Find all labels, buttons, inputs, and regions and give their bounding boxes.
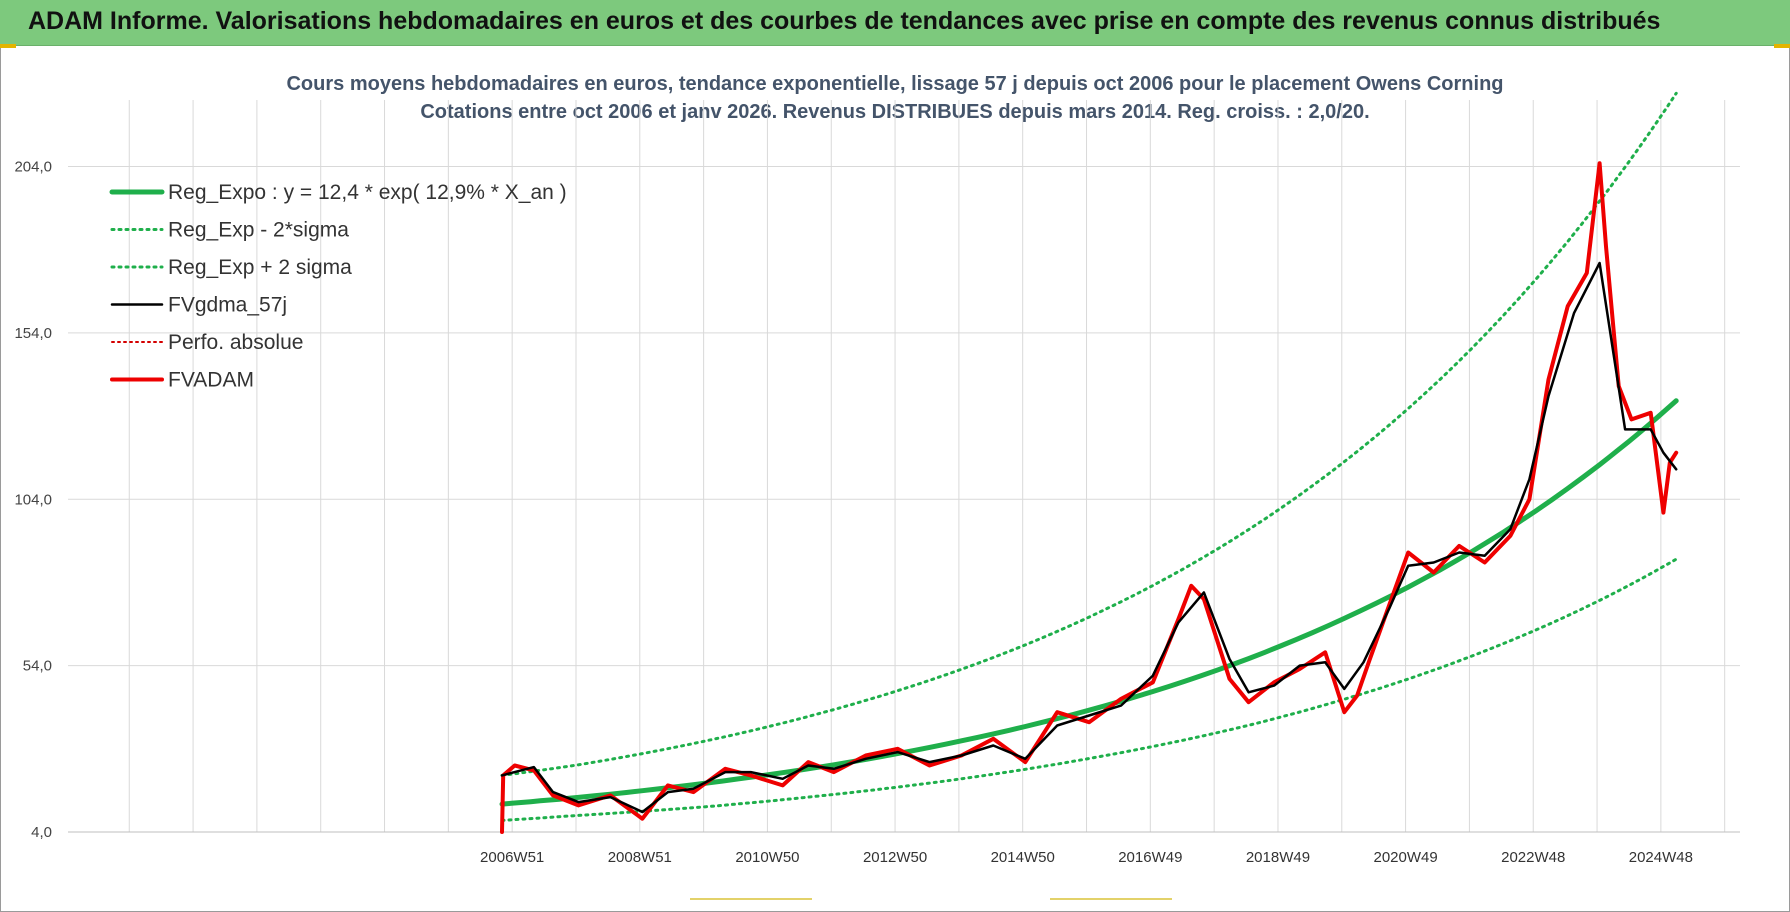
y-tick-label: 4,0 — [31, 824, 52, 841]
bottom-accent-1 — [690, 898, 812, 900]
series-reg-exp-minus-2sigma — [500, 557, 1678, 822]
x-tick-label: 2010W50 — [735, 849, 799, 866]
x-tick-label: 2024W48 — [1629, 849, 1693, 866]
series-reg-expo — [499, 398, 1679, 807]
legend-fvadam-label: FVADAM — [168, 369, 254, 392]
banner-corner-right — [1774, 44, 1790, 48]
series-reg-exp-plus-2sigma — [500, 91, 1678, 777]
report-title: ADAM Informe. Valorisations hebdomadaire… — [28, 7, 1661, 35]
y-tick-label: 204,0 — [14, 159, 52, 176]
chart-axes: 4,0 54,0 104,0 154,0 204,0 2006W51 2008W51 2010… — [14, 159, 1740, 866]
legend-reg-expo-label: Reg_Expo : y = 12,4 * exp( 12,9% * X_an … — [168, 181, 567, 204]
chart-legend: Reg_Expo : y = 12,4 * exp( 12,9% * X_an … — [109, 181, 567, 392]
chart-grid — [68, 100, 1740, 833]
y-tick-label: 104,0 — [14, 491, 52, 508]
legend-reg-exp-minus-2sigma-label: Reg_Exp - 2*sigma — [168, 219, 349, 242]
x-tick-label: 2020W49 — [1373, 849, 1437, 866]
chart-series — [499, 91, 1679, 834]
y-tick-label: 154,0 — [14, 325, 52, 342]
x-tick-label: 2014W50 — [991, 849, 1055, 866]
x-tick-label: 2022W48 — [1501, 849, 1565, 866]
x-tick-label: 2006W51 — [480, 849, 544, 866]
legend-fvgdma-57j-label: FVgdma_57j — [168, 294, 287, 317]
series-fvgdma-57j — [500, 261, 1678, 814]
x-tick-label: 2008W51 — [608, 849, 672, 866]
legend-reg-exp-plus-2sigma-label: Reg_Exp + 2 sigma — [168, 256, 352, 279]
legend-perfo-absolue-label: Perfo. absolue — [168, 331, 303, 354]
x-tick-label: 2018W49 — [1246, 849, 1310, 866]
chart-title: Cours moyens hebdomadaires en euros, ten… — [286, 73, 1504, 95]
banner-corner-left — [0, 44, 16, 48]
y-tick-label: 54,0 — [23, 658, 52, 675]
x-tick-label: 2016W49 — [1118, 849, 1182, 866]
bottom-accent-2 — [1050, 898, 1172, 900]
report-banner: ADAM Informe. Valorisations hebdomadaire… — [0, 0, 1790, 46]
series-fvadam — [500, 161, 1679, 834]
x-tick-label: 2012W50 — [863, 849, 927, 866]
